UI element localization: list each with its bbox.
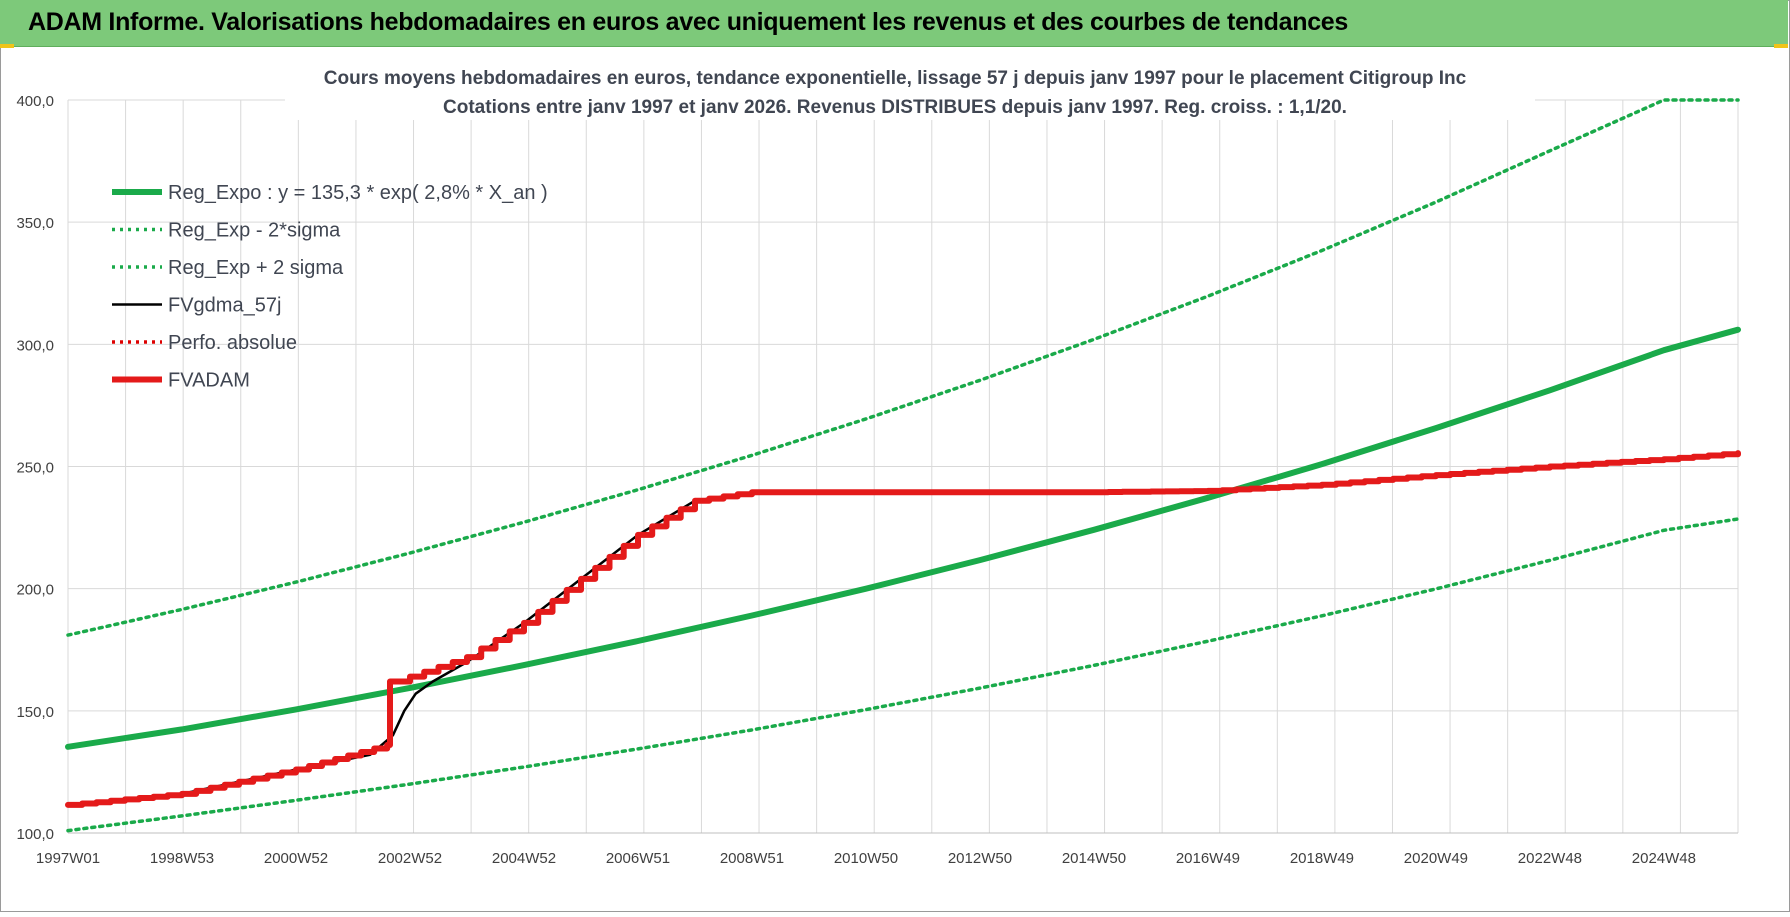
y-tick-label: 300,0	[16, 337, 54, 354]
y-tick-label: 400,0	[16, 93, 54, 110]
grid-lines	[67, 99, 1739, 834]
series-layer	[65, 98, 1741, 833]
chart-title-line1: Cours moyens hebdomadaires en euros, ten…	[324, 68, 1467, 89]
x-tick-label: 2008W51	[720, 850, 784, 867]
page-title: ADAM Informe. Valorisations hebdomadaire…	[28, 8, 1349, 36]
x-tick-label: 2018W49	[1290, 850, 1354, 867]
chart-title-background	[285, 62, 1535, 120]
corner-marker-left	[0, 44, 14, 48]
series-line-0	[65, 326, 1741, 750]
y-axis: 100,0 150,0 200,0 250,0 300,0 350,0 400,0	[16, 93, 54, 843]
y-tick-label: 100,0	[16, 826, 54, 843]
line-chart: 100,0 150,0 200,0 250,0 300,0 350,0 400,0 1997…	[16, 62, 1741, 867]
x-tick-label: 2016W49	[1176, 850, 1240, 867]
x-tick-label: 2024W48	[1632, 850, 1696, 867]
x-tick-label: 2014W50	[1062, 850, 1126, 867]
x-tick-label: 2012W50	[948, 850, 1012, 867]
x-tick-label: 2002W52	[378, 850, 442, 867]
x-tick-label: 2006W51	[606, 850, 670, 867]
x-tick-label: 1998W53	[150, 850, 214, 867]
y-tick-label: 200,0	[16, 582, 54, 599]
series-line-3	[66, 451, 1740, 807]
x-tick-label: 2000W52	[264, 850, 328, 867]
series-line-4	[66, 451, 1740, 807]
x-tick-label: 2004W52	[492, 850, 556, 867]
legend-label: Reg_Expo : y = 135,3 * exp( 2,8% * X_an …	[168, 182, 548, 204]
header-bar: ADAM Informe. Valorisations hebdomadaire…	[0, 0, 1788, 47]
y-tick-label: 350,0	[16, 215, 54, 232]
x-tick-label: 2020W49	[1404, 850, 1468, 867]
chart-title-block: Cours moyens hebdomadaires en euros, ten…	[285, 62, 1535, 120]
legend-label: FVADAM	[168, 370, 250, 392]
legend-label: Perfo. absolue	[168, 332, 297, 354]
x-axis: 1997W01 1998W53 2000W52 2002W52 2004W52 2006W…	[36, 832, 1738, 867]
corner-marker-right	[1774, 44, 1788, 48]
series-line-1	[66, 517, 1740, 833]
x-tick-label: 2022W48	[1518, 850, 1582, 867]
legend-label: Reg_Exp + 2 sigma	[168, 257, 344, 279]
legend-label: FVgdma_57j	[168, 295, 281, 317]
y-tick-label: 150,0	[16, 704, 54, 721]
series-line-5	[65, 450, 1741, 808]
chart-legend: Reg_Expo : y = 135,3 * exp( 2,8% * X_an …	[112, 182, 548, 392]
chart-area: 100,0 150,0 200,0 250,0 300,0 350,0 400,0 1997…	[0, 46, 1790, 912]
x-tick-label: 1997W01	[36, 850, 100, 867]
x-tick-label: 2010W50	[834, 850, 898, 867]
series-line-2	[66, 98, 1740, 637]
legend-label: Reg_Exp - 2*sigma	[168, 220, 341, 242]
y-tick-label: 250,0	[16, 460, 54, 477]
chart-title-line2: Cotations entre janv 1997 et janv 2026. …	[443, 97, 1347, 118]
